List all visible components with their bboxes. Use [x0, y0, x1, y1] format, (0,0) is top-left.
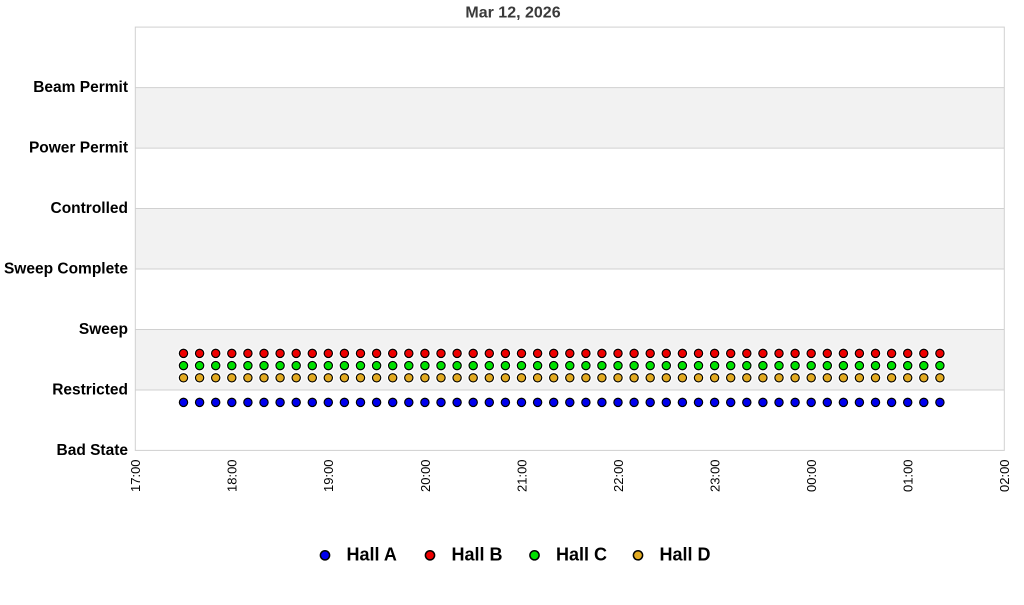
svg-text:21:00: 21:00 [514, 459, 529, 492]
svg-text:Beam Permit: Beam Permit [33, 79, 128, 96]
svg-text:23:00: 23:00 [707, 459, 722, 492]
svg-text:01:00: 01:00 [901, 459, 916, 492]
svg-text:Sweep: Sweep [79, 321, 128, 338]
svg-text:Hall B: Hall B [452, 544, 503, 564]
svg-text:Hall C: Hall C [556, 544, 607, 564]
svg-text:Bad State: Bad State [57, 442, 129, 459]
svg-text:Hall D: Hall D [660, 544, 711, 564]
svg-text:Hall A: Hall A [347, 544, 397, 564]
svg-text:22:00: 22:00 [611, 459, 626, 492]
svg-text:Controlled: Controlled [51, 200, 129, 217]
svg-text:Sweep Complete: Sweep Complete [4, 261, 128, 278]
svg-text:Restricted: Restricted [52, 382, 128, 399]
svg-text:00:00: 00:00 [804, 459, 819, 492]
svg-text:18:00: 18:00 [225, 459, 240, 492]
svg-text:Mar 12, 2026: Mar 12, 2026 [465, 5, 560, 22]
svg-text:17:00: 17:00 [128, 459, 143, 492]
svg-text:Power Permit: Power Permit [29, 140, 128, 157]
svg-text:20:00: 20:00 [418, 459, 433, 492]
svg-text:02:00: 02:00 [997, 459, 1012, 492]
svg-text:19:00: 19:00 [321, 459, 336, 492]
